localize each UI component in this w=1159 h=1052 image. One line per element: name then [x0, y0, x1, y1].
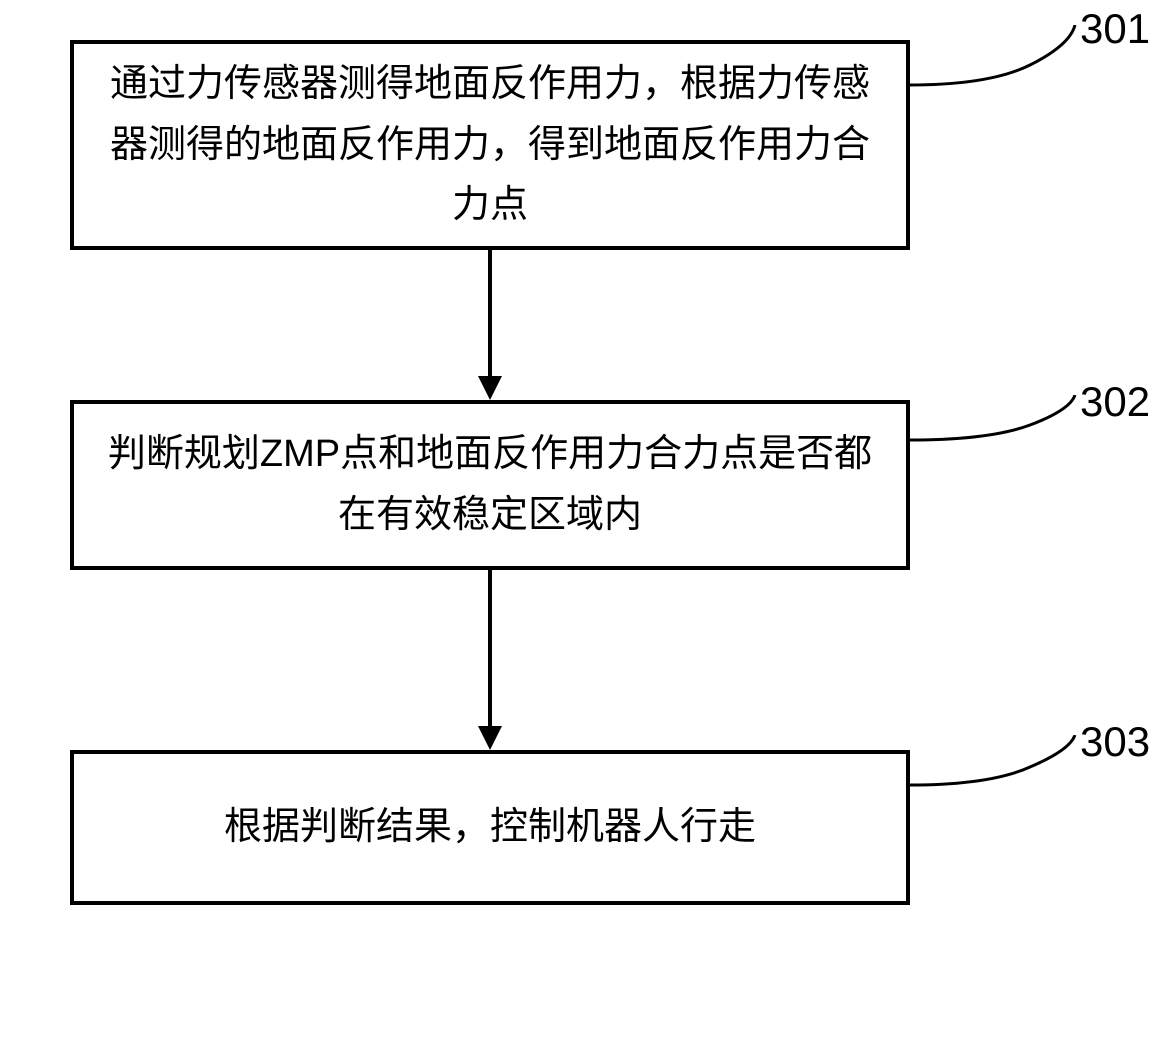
label-301: 301	[1080, 5, 1150, 53]
connector-302	[910, 395, 1080, 465]
arrow-1-head	[478, 376, 502, 400]
label-303: 303	[1080, 718, 1150, 766]
arrow-2-head	[478, 726, 502, 750]
flowchart-container: 通过力传感器测得地面反作用力，根据力传感器测得的地面反作用力，得到地面反作用力合…	[0, 0, 1159, 1052]
arrow-2-line	[488, 570, 492, 726]
box-303-text: 根据判断结果，控制机器人行走	[224, 797, 756, 858]
flowchart-box-303: 根据判断结果，控制机器人行走	[70, 750, 910, 905]
arrow-1-line	[488, 250, 492, 376]
box-301-text: 通过力传感器测得地面反作用力，根据力传感器测得的地面反作用力，得到地面反作用力合…	[104, 54, 876, 236]
box-302-text: 判断规划ZMP点和地面反作用力合力点是否都在有效稳定区域内	[104, 424, 876, 546]
label-302: 302	[1080, 378, 1150, 426]
flowchart-box-302: 判断规划ZMP点和地面反作用力合力点是否都在有效稳定区域内	[70, 400, 910, 570]
connector-303	[910, 735, 1080, 805]
flowchart-box-301: 通过力传感器测得地面反作用力，根据力传感器测得的地面反作用力，得到地面反作用力合…	[70, 40, 910, 250]
connector-301	[910, 25, 1080, 105]
